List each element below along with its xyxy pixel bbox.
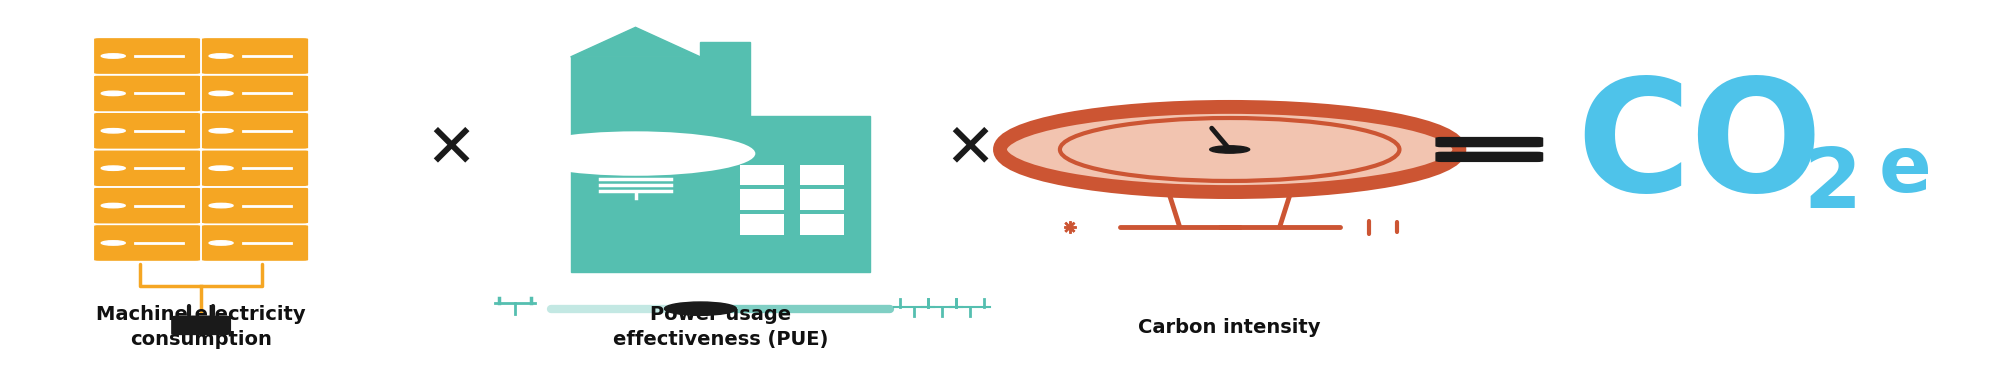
Circle shape xyxy=(210,241,234,245)
FancyBboxPatch shape xyxy=(800,214,844,235)
Circle shape xyxy=(1000,107,1460,192)
Circle shape xyxy=(516,131,756,176)
Circle shape xyxy=(102,54,126,58)
Polygon shape xyxy=(570,42,870,272)
Text: ✕: ✕ xyxy=(944,120,996,179)
Circle shape xyxy=(1210,146,1250,153)
Circle shape xyxy=(210,166,234,170)
Text: Carbon intensity: Carbon intensity xyxy=(1138,318,1320,337)
Polygon shape xyxy=(570,27,700,57)
Circle shape xyxy=(210,129,234,133)
FancyBboxPatch shape xyxy=(172,316,232,335)
FancyBboxPatch shape xyxy=(800,164,844,185)
FancyBboxPatch shape xyxy=(94,224,202,261)
FancyBboxPatch shape xyxy=(1436,152,1544,162)
FancyBboxPatch shape xyxy=(202,150,308,187)
Circle shape xyxy=(210,203,234,208)
FancyBboxPatch shape xyxy=(202,224,308,261)
FancyBboxPatch shape xyxy=(1436,137,1544,147)
FancyBboxPatch shape xyxy=(202,75,308,112)
FancyBboxPatch shape xyxy=(740,214,784,235)
Text: Machine electricity
consumption: Machine electricity consumption xyxy=(96,305,306,349)
FancyBboxPatch shape xyxy=(94,150,202,187)
Circle shape xyxy=(102,129,126,133)
Circle shape xyxy=(102,241,126,245)
Circle shape xyxy=(102,166,126,170)
FancyBboxPatch shape xyxy=(202,112,308,150)
FancyBboxPatch shape xyxy=(94,75,202,112)
FancyBboxPatch shape xyxy=(94,37,202,75)
Text: ✕: ✕ xyxy=(426,120,476,179)
Text: CO: CO xyxy=(1576,73,1822,225)
FancyBboxPatch shape xyxy=(740,164,784,185)
Text: e: e xyxy=(1878,132,1932,208)
FancyBboxPatch shape xyxy=(94,187,202,224)
Circle shape xyxy=(210,54,234,58)
Circle shape xyxy=(210,91,234,95)
FancyBboxPatch shape xyxy=(740,189,784,210)
Circle shape xyxy=(664,302,736,315)
FancyBboxPatch shape xyxy=(94,112,202,150)
Circle shape xyxy=(102,91,126,95)
Text: Power usage
effectiveness (PUE): Power usage effectiveness (PUE) xyxy=(612,305,828,349)
Circle shape xyxy=(102,203,126,208)
Text: 2: 2 xyxy=(1804,144,1862,225)
FancyBboxPatch shape xyxy=(202,187,308,224)
FancyBboxPatch shape xyxy=(202,37,308,75)
FancyBboxPatch shape xyxy=(800,189,844,210)
